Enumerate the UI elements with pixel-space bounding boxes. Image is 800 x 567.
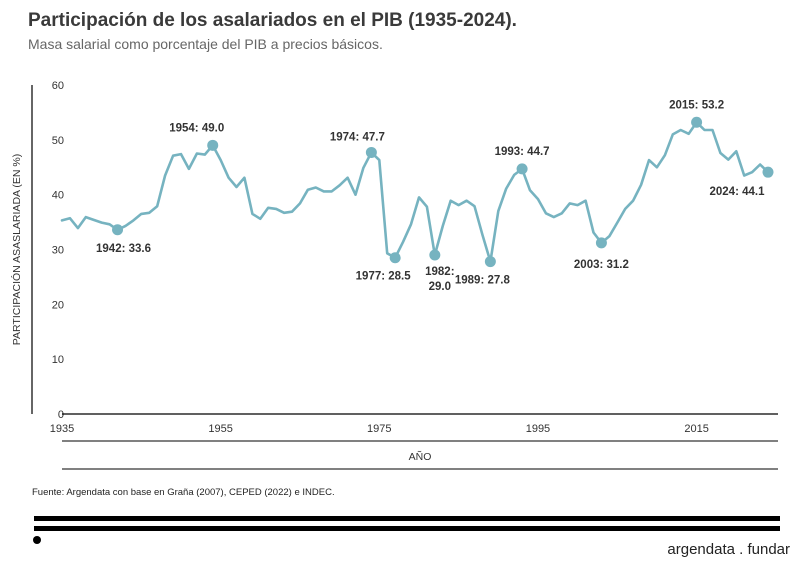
x-tick-label: 1975 — [367, 423, 391, 435]
highlight-marker-2024 — [762, 166, 774, 178]
annotation-label-1982-value: 29.0 — [429, 281, 451, 293]
highlight-marker-2003 — [595, 237, 607, 249]
brand-logo: argendata . fundar — [667, 541, 790, 558]
annotation-label-1993: 1993: 44.7 — [495, 146, 550, 158]
annotation-label-1977: 1977: 28.5 — [356, 271, 412, 283]
y-tick-label: 10 — [52, 354, 64, 366]
y-axis: 0 10 20 30 40 50 60 PARTICIPACIÓN ASASLARIADA (… — [10, 80, 64, 421]
highlight-marker-1989 — [484, 256, 496, 268]
y-tick-label: 40 — [52, 190, 64, 202]
series-line — [60, 121, 770, 263]
annotation-label-2015: 2015: 53.2 — [669, 99, 724, 111]
brand-dot — [33, 536, 41, 544]
x-axis-title: AÑO — [409, 450, 432, 463]
highlight-marker-1954 — [207, 139, 219, 151]
x-axis: 1935 1955 1975 1995 2015 AÑO — [50, 413, 778, 470]
highlight-marker-1977 — [389, 252, 401, 264]
x-tick-label: 1935 — [50, 423, 74, 435]
brand-bar-top — [34, 516, 780, 521]
chart-subtitle: Masa salarial como porcentaje del PIB a … — [28, 36, 383, 52]
x-tick-label: 1995 — [526, 423, 550, 435]
y-tick-label: 0 — [58, 409, 64, 421]
highlight-marker-2015 — [691, 116, 703, 128]
x-tick-label: 1955 — [208, 423, 232, 435]
annotation-label-2024: 2024: 44.1 — [710, 186, 766, 198]
annotation-label-1974: 1974: 47.7 — [330, 131, 385, 143]
series-group — [60, 121, 770, 263]
y-tick-label: 60 — [52, 80, 64, 92]
y-tick-label: 50 — [52, 135, 64, 147]
brand-bar-bottom — [34, 526, 780, 531]
annotation-label-1942: 1942: 33.6 — [96, 243, 151, 255]
source-note: Fuente: Argendata con base en Graña (200… — [32, 487, 335, 498]
highlight-marker-1942 — [112, 224, 124, 236]
x-tick-label: 2015 — [684, 423, 708, 435]
highlight-marker-1982 — [429, 249, 441, 261]
y-tick-label: 20 — [52, 299, 64, 311]
chart-title: Participación de los asalariados en el P… — [28, 10, 517, 31]
annotation-label-1982: 1982: — [425, 266, 454, 278]
annotation-label-1989: 1989: 27.8 — [455, 275, 511, 287]
highlight-marker-1993 — [516, 163, 528, 175]
annotation-label-1954: 1954: 49.0 — [169, 122, 224, 134]
annotations: 1942: 33.6 1954: 49.0 1974: 47.7 1977: 28.5… — [96, 99, 774, 293]
highlight-marker-1974 — [365, 146, 377, 158]
y-axis-title: PARTICIPACIÓN ASASLARIADA (EN %) — [10, 154, 23, 345]
annotation-label-2003: 2003: 31.2 — [574, 259, 629, 271]
y-tick-label: 30 — [52, 245, 64, 257]
